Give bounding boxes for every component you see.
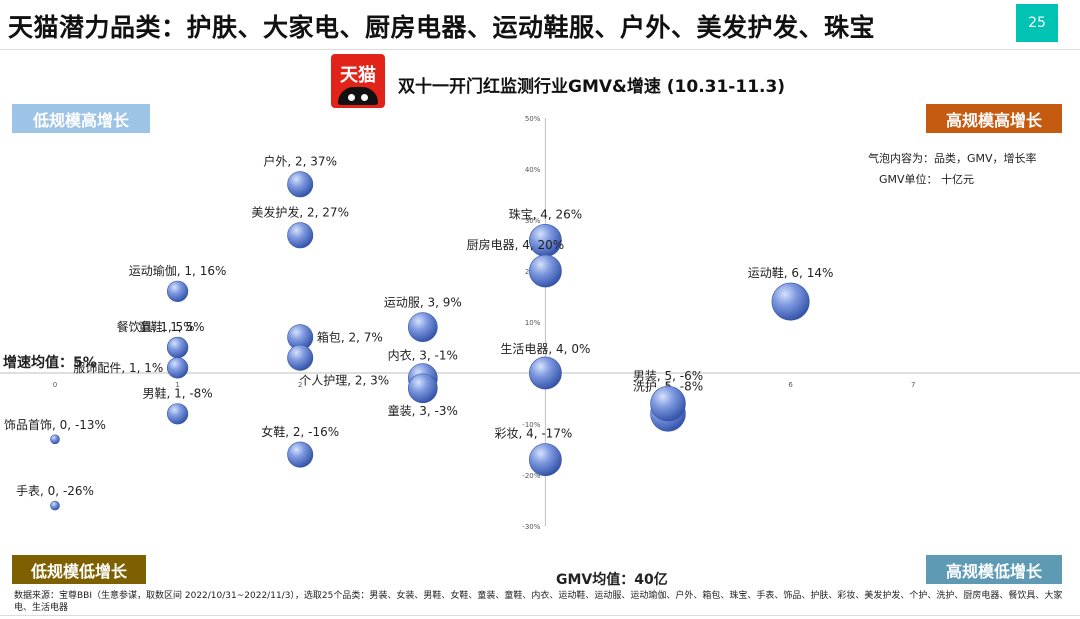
data-source-note: 数据来源：宝尊BBI（生意参谋，取数区间 2022/10/31~2022/11/… [14, 591, 1063, 613]
x-tick-label: 5 [666, 381, 670, 389]
chart-title: 双十一开门红监测行业GMV&增速 (10.31-11.3) [398, 77, 786, 97]
bubble-data-label: 女鞋, 2, -16% [261, 424, 339, 439]
y-tick-label: 40% [525, 166, 541, 174]
gmv-average-label: GMV均值：40亿 [556, 572, 668, 588]
bubble-point [287, 344, 314, 371]
bubble-data-label: 餐饮具, 1, 5% [117, 319, 195, 334]
bubble-data-label: 童鞋, 1, 5% [139, 319, 205, 334]
bubble-point [167, 280, 189, 303]
bubble-point [407, 373, 438, 404]
quadrant-label-top-right: 高规模高增长 [926, 104, 1062, 133]
bubble-data-label: 内衣, 3, -1% [388, 348, 458, 363]
bubble-point [50, 500, 60, 511]
bubble-data-label: 美发护发, 2, 27% [251, 205, 349, 220]
footer-divider [0, 615, 1080, 616]
title-divider [0, 49, 1080, 50]
bubble-point [771, 282, 810, 321]
bubble-data-label: 运动鞋, 6, 14% [748, 265, 834, 280]
bubble-point [287, 441, 314, 468]
bubble-point [167, 357, 189, 379]
bubble-data-label: 箱包, 2, 7% [317, 329, 383, 344]
page-number-badge: 25 [1016, 4, 1058, 42]
bubble-point [50, 434, 60, 445]
bubble-data-label: 厨房电器, 4, 20% [467, 237, 565, 252]
bubble-data-label: 生活电器, 4, 0% [500, 342, 590, 356]
y-tick-label: -10% [522, 421, 540, 429]
bubble-point [529, 356, 562, 390]
bubble-data-label: 个人护理, 2, 3% [299, 373, 389, 387]
quadrant-label-bottom-left: 低规模低增长 [12, 555, 146, 584]
x-tick-label: 1 [175, 381, 179, 389]
bubble-data-label: 运动瑜伽, 1, 16% [129, 263, 227, 278]
cat-eye-right-icon [361, 94, 368, 101]
bubble-data-label: 服饰配件, 1, 1% [73, 361, 163, 375]
quadrant-label-top-left: 低规模高增长 [12, 104, 150, 133]
bubble-content-note: 气泡内容为：品类，GMV，增长率 [868, 152, 1037, 165]
gmv-unit-note: GMV单位： 十亿元 [879, 173, 975, 186]
bubble-data-label: 运动服, 3, 9% [384, 296, 462, 310]
bubble-point [529, 254, 562, 288]
y-tick-label: 30% [525, 217, 541, 225]
bubble-data-label: 手表, 0, -26% [16, 484, 94, 498]
bubble-point [167, 336, 189, 359]
tmall-logo: 天猫 [331, 54, 385, 108]
bubble-data-label: 男装, 5, -6% [633, 369, 703, 383]
x-tick-label: 6 [788, 381, 793, 389]
cat-eye-left-icon [348, 94, 355, 101]
bubble-data-label: 饰品首饰, 0, -13% [4, 418, 106, 432]
bubble-data-label: 珠宝, 4, 26% [509, 207, 583, 221]
bubble-point [650, 385, 686, 422]
bubble-point [167, 403, 189, 425]
bubble-data-label: 户外, 2, 37% [263, 154, 337, 169]
y-tick-label: 10% [525, 319, 541, 327]
tmall-logo-text: 天猫 [340, 65, 376, 86]
x-tick-label: 0 [53, 381, 57, 389]
tmall-cat-face-icon [338, 87, 378, 105]
bubble-point [287, 222, 314, 249]
x-tick-label: 7 [911, 381, 915, 389]
growth-average-label: 增速均值：5% [3, 355, 97, 371]
bubble-data-label: 彩妆, 4, -17% [494, 427, 572, 441]
bubble-data-label: 童装, 3, -3% [388, 403, 458, 418]
y-tick-label: 50% [525, 115, 541, 123]
y-tick-label: -20% [522, 472, 540, 480]
bubble-point [529, 443, 562, 477]
y-tick-label: -30% [522, 523, 540, 531]
quadrant-label-bottom-right: 高规模低增长 [926, 555, 1062, 584]
bubble-point [407, 312, 438, 342]
x-tick-label: 2 [298, 381, 302, 389]
bubble-series: 户外, 2, 37% 美发护发, 2, 27% 运动瑜伽, 1, 16% 运动服, 3… [4, 154, 834, 511]
page-title: 天猫潜力品类：护肤、大家电、厨房电器、运动鞋服、户外、美发护发、珠宝 [8, 13, 876, 42]
bubble-point [287, 171, 314, 198]
bubble-data-label: 男鞋, 1, -8% [142, 386, 212, 401]
